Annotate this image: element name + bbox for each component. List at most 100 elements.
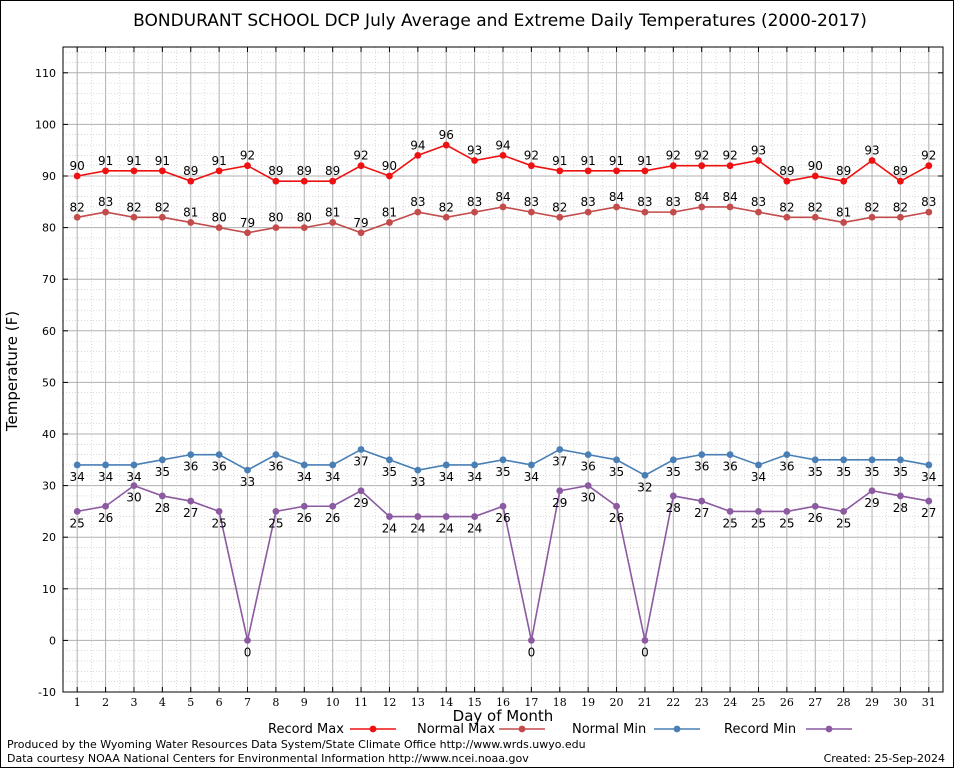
data-point (669, 456, 677, 464)
x-tick-label: 13 (411, 696, 425, 709)
data-point (187, 177, 195, 185)
data-label: 26 (609, 511, 624, 525)
data-label: 92 (666, 149, 681, 163)
data-point (556, 167, 564, 175)
data-point (584, 482, 592, 489)
data-label: 35 (864, 465, 879, 479)
data-point (925, 497, 933, 505)
data-point (158, 492, 166, 500)
data-label: 33 (240, 475, 255, 489)
data-point (499, 151, 507, 159)
data-label: 89 (325, 164, 340, 178)
x-tick-label: 1 (74, 696, 81, 709)
data-label: 80 (297, 211, 312, 225)
data-label: 34 (467, 470, 482, 484)
data-point (386, 456, 393, 464)
data-label: 36 (581, 460, 596, 474)
data-label: 81 (325, 205, 340, 219)
data-point (272, 177, 280, 185)
data-label: 28 (666, 501, 681, 515)
data-label: 34 (325, 470, 340, 484)
data-label: 36 (211, 460, 226, 474)
x-tick-label: 16 (496, 696, 510, 709)
data-point (584, 167, 592, 175)
data-point (641, 471, 649, 479)
data-label: 81 (183, 205, 198, 219)
data-label: 91 (211, 154, 226, 168)
data-point (471, 461, 479, 469)
x-tick-label: 25 (751, 696, 765, 709)
data-point (130, 213, 138, 221)
data-point (357, 446, 365, 453)
data-label: 27 (921, 506, 936, 520)
data-label: 91 (98, 154, 113, 168)
data-label: 36 (268, 460, 283, 474)
data-label: 91 (552, 154, 567, 168)
data-point (300, 177, 308, 185)
data-label: 34 (439, 470, 454, 484)
series-normal-min: 34 34 34 35 36 36 33 36 34 34 37 35 33 34 34 35 34 37 36 35… (70, 446, 936, 494)
x-tick-label: 9 (301, 696, 308, 709)
data-label: 36 (183, 460, 198, 474)
data-label: 82 (155, 200, 170, 214)
data-label: 37 (552, 454, 567, 468)
data-point (102, 208, 109, 216)
data-label: 84 (694, 190, 709, 204)
data-point (783, 177, 791, 185)
data-point (641, 167, 649, 175)
data-point (386, 172, 393, 180)
data-point (783, 451, 791, 459)
data-point (897, 177, 904, 185)
data-label: 35 (666, 465, 681, 479)
data-label: 26 (808, 511, 823, 525)
data-label: 28 (155, 501, 170, 515)
data-label: 89 (779, 164, 794, 178)
data-label: 92 (722, 149, 737, 163)
data-label: 26 (495, 511, 510, 525)
data-label: 33 (410, 475, 425, 489)
y-tick-label: -10 (38, 686, 56, 699)
data-label: 83 (467, 195, 482, 209)
data-label: 83 (921, 195, 936, 209)
legend-swatch-marker (518, 725, 526, 733)
data-label: 90 (382, 159, 397, 173)
data-point (471, 513, 479, 520)
data-point (641, 208, 649, 216)
y-tick-label: 40 (42, 428, 56, 441)
series-record-min: 25 26 30 28 27 25 0 25 26 26 29 24 24 24 24 26 0 29 30 26 0 2… (70, 482, 936, 659)
data-point (811, 502, 819, 510)
data-label: 34 (751, 470, 766, 484)
data-point (414, 151, 422, 159)
data-point (300, 502, 308, 510)
data-label: 83 (751, 195, 766, 209)
x-axis-label: Day of Month (453, 707, 554, 725)
data-label: 93 (864, 144, 879, 158)
data-label: 93 (751, 144, 766, 158)
data-label: 35 (155, 465, 170, 479)
data-point (442, 461, 450, 469)
data-point (726, 203, 734, 211)
data-point (811, 172, 819, 180)
data-label: 34 (921, 470, 936, 484)
data-label: 89 (183, 164, 198, 178)
data-label: 91 (126, 154, 141, 168)
data-label: 25 (779, 516, 794, 530)
data-label: 83 (637, 195, 652, 209)
x-tick-label: 14 (439, 696, 453, 709)
x-tick-label: 8 (272, 696, 279, 709)
data-label: 92 (353, 149, 368, 163)
data-point (527, 162, 535, 170)
y-tick-label: 70 (42, 273, 56, 286)
series-normal-max: 82 83 82 82 81 80 79 80 80 81 79 81 83 82 83 84 83 82 83 84… (70, 190, 936, 237)
data-label: 25 (211, 516, 226, 530)
data-point (414, 208, 422, 216)
data-label: 26 (297, 511, 312, 525)
data-label: 35 (382, 465, 397, 479)
data-label: 25 (268, 516, 283, 530)
data-point (556, 487, 564, 495)
data-point (868, 487, 876, 495)
data-point (840, 219, 848, 226)
data-point (613, 203, 620, 211)
